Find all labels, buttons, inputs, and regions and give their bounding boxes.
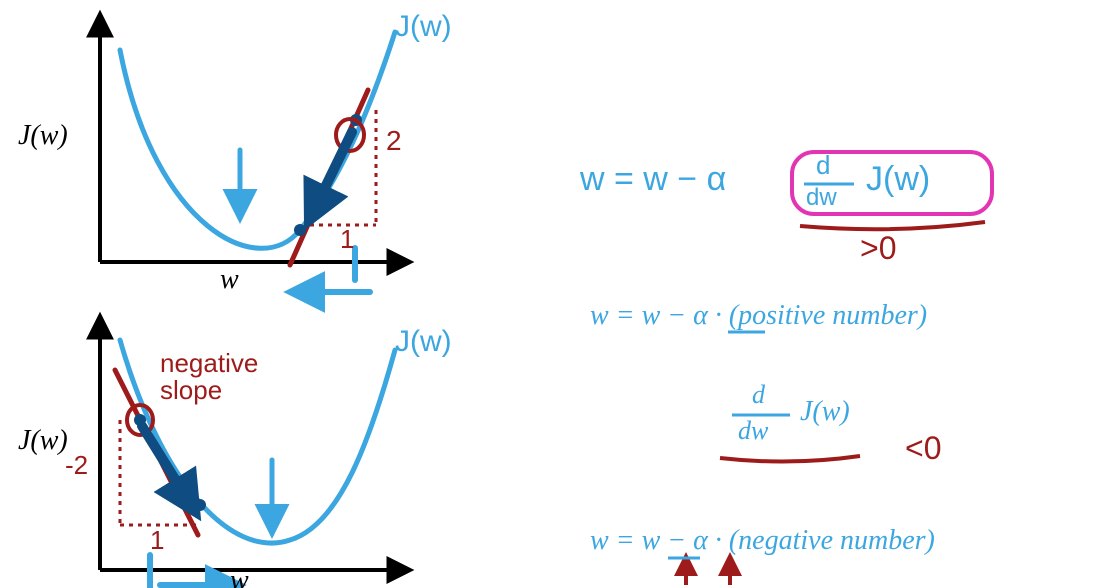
graph1-point-lower bbox=[294, 224, 306, 236]
graph2-point-lower bbox=[194, 499, 206, 511]
svg-canvas bbox=[0, 0, 1120, 588]
eq3-jw: J(w) bbox=[800, 396, 850, 428]
graph2-rise-label: -2 bbox=[65, 450, 88, 481]
eq1-underline bbox=[800, 222, 985, 229]
graph1-curve bbox=[120, 32, 395, 248]
eq4: w = w − α · (negative number) bbox=[590, 525, 935, 557]
graph1-x-label: w bbox=[220, 264, 239, 296]
eq3-frac-top: d bbox=[752, 380, 765, 410]
graph1-y-label: J(w) bbox=[18, 120, 68, 152]
eq1-frac-bot: dw bbox=[806, 184, 837, 212]
eq3-frac-bot: dw bbox=[738, 416, 768, 446]
graph2-descent-arrow bbox=[142, 426, 188, 500]
equations-drawn bbox=[668, 152, 992, 585]
eq1-frac-top: d bbox=[816, 150, 830, 181]
graph2-x-label: w bbox=[230, 565, 249, 588]
eq1-jw: J(w) bbox=[866, 160, 930, 199]
graph1-rise-label: 2 bbox=[386, 125, 402, 157]
eq1-gt0: >0 bbox=[860, 230, 896, 267]
graph1-title: J(w) bbox=[395, 10, 452, 44]
graph2-y-label: J(w) bbox=[18, 425, 68, 457]
graph1-run-label: 1 bbox=[340, 224, 354, 255]
eq1-lhs: w = w − α bbox=[580, 160, 726, 199]
graph1-descent-arrow bbox=[315, 132, 352, 208]
eq3-lt0: <0 bbox=[905, 430, 941, 467]
graph2-title: J(w) bbox=[395, 325, 452, 359]
eq3-underline bbox=[720, 456, 860, 462]
eq2: w = w − α · (positive number) bbox=[590, 300, 927, 332]
graph2-note: negative slope bbox=[160, 350, 258, 405]
graph-1 bbox=[100, 18, 406, 292]
diagram-root: J(w) w J(w) 2 1 J(w) w J(w) -2 1 negativ… bbox=[0, 0, 1120, 588]
graph2-run-label: 1 bbox=[150, 525, 164, 556]
